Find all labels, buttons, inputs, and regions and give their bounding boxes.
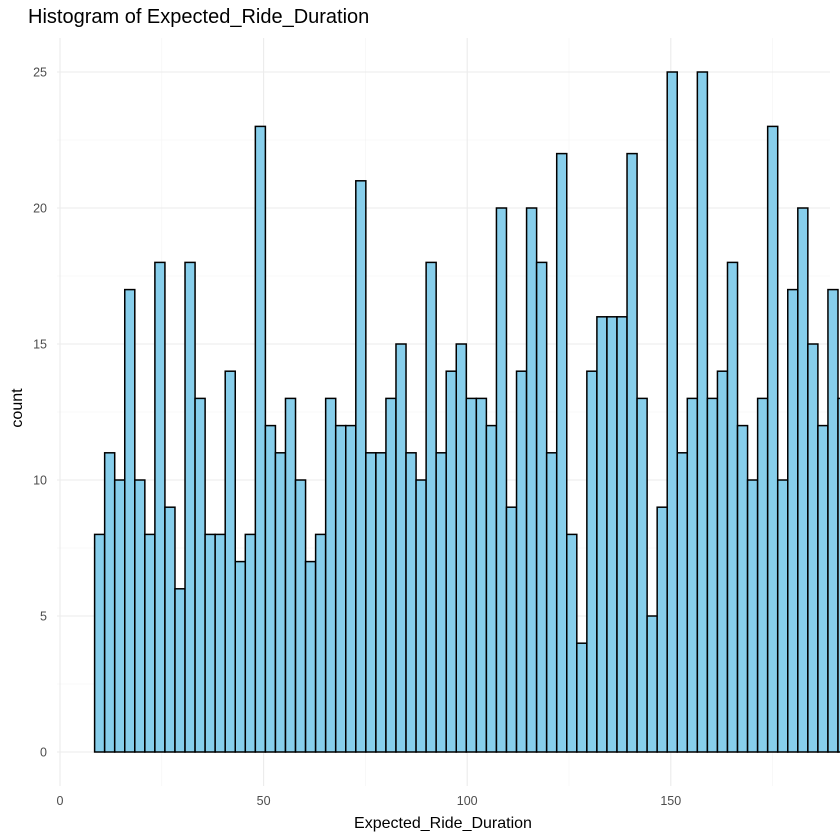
histogram-bar xyxy=(284,397,297,753)
histogram-bar xyxy=(666,71,679,753)
histogram-bar xyxy=(264,424,277,753)
x-tick-label: 0 xyxy=(57,794,64,808)
histogram-bar xyxy=(676,452,689,753)
histogram-bar xyxy=(515,370,528,753)
x-tick-label: 150 xyxy=(660,794,681,808)
histogram-bar xyxy=(294,479,307,753)
histogram-bar xyxy=(345,424,357,753)
x-tick-label: 100 xyxy=(457,794,478,808)
histogram-bar xyxy=(465,397,478,753)
histogram-bar xyxy=(817,424,829,753)
histogram-bar xyxy=(586,370,598,753)
histogram-bar xyxy=(616,316,628,753)
histogram-bar xyxy=(766,125,779,753)
histogram-bar xyxy=(535,261,548,753)
histogram-bar xyxy=(555,152,568,753)
histogram-bar xyxy=(636,397,648,753)
histogram-bar xyxy=(495,207,508,753)
histogram-bar xyxy=(525,207,538,753)
histogram-bar xyxy=(626,152,638,753)
histogram-bar xyxy=(746,479,759,753)
y-tick-label: 25 xyxy=(33,66,47,80)
histogram-bar xyxy=(254,125,267,753)
histogram-bar xyxy=(545,452,558,753)
histogram-bar xyxy=(405,452,417,753)
histogram-bar xyxy=(566,533,578,753)
histogram-bar xyxy=(787,288,799,753)
y-tick-label: 10 xyxy=(33,474,47,488)
histogram-bar xyxy=(324,397,337,753)
histogram-bar xyxy=(304,560,317,753)
histogram-bar xyxy=(375,452,387,753)
histogram-bar xyxy=(385,397,397,753)
histogram-bar xyxy=(194,397,206,753)
histogram-bar xyxy=(415,479,427,753)
histogram-bar xyxy=(797,207,809,753)
histogram-bar xyxy=(807,343,819,753)
histogram-bar xyxy=(214,533,226,753)
histogram-bar xyxy=(103,452,116,753)
y-axis-ticks: 0 5 10 15 20 25 xyxy=(33,66,47,760)
histogram-bar xyxy=(485,424,498,753)
histogram-bar xyxy=(154,261,166,753)
histogram-bar xyxy=(646,615,658,753)
histogram-bar xyxy=(505,506,518,753)
histogram-bar xyxy=(606,316,618,753)
histogram-bar xyxy=(314,533,327,753)
y-tick-label: 15 xyxy=(33,338,47,352)
histogram-bar xyxy=(756,397,769,753)
chart-title: Histogram of Expected_Ride_Duration xyxy=(28,6,369,28)
y-axis-title: count xyxy=(9,388,26,428)
histogram-bar xyxy=(164,506,176,753)
histogram-bar xyxy=(596,316,608,753)
histogram-bar xyxy=(696,71,709,753)
histogram-bar xyxy=(656,506,668,753)
histogram-bar xyxy=(123,288,136,753)
histogram-bar xyxy=(134,479,146,753)
histogram-bar xyxy=(445,370,458,753)
histogram-bar xyxy=(224,370,237,753)
x-axis-ticks: 0 50 100 150 xyxy=(57,794,682,808)
bars xyxy=(93,71,840,753)
histogram-bar xyxy=(726,261,739,753)
histogram-bar xyxy=(576,642,588,753)
y-tick-label: 0 xyxy=(40,746,47,760)
histogram-bar xyxy=(274,452,287,753)
histogram-bar xyxy=(837,397,840,753)
histogram-bar xyxy=(355,180,367,753)
y-tick-label: 5 xyxy=(40,610,47,624)
histogram-bar xyxy=(144,533,156,753)
histogram-bar xyxy=(204,533,216,753)
histogram-bar xyxy=(113,479,126,753)
histogram-bar xyxy=(174,588,186,753)
histogram-bar xyxy=(334,424,347,753)
histogram-bar xyxy=(184,261,196,753)
histogram-bar xyxy=(475,397,488,753)
histogram-bar xyxy=(827,288,839,753)
histogram-bar xyxy=(455,343,468,753)
histogram-bar xyxy=(776,479,789,753)
histogram-bar xyxy=(425,261,437,753)
histogram-bar xyxy=(706,397,719,753)
histogram-bar xyxy=(686,397,699,753)
histogram-bar xyxy=(736,424,749,753)
histogram-bar xyxy=(234,560,247,753)
histogram-bar xyxy=(395,343,407,753)
histogram-bar xyxy=(716,370,729,753)
x-tick-label: 50 xyxy=(257,794,271,808)
histogram-bar xyxy=(435,452,447,753)
histogram-bar xyxy=(365,452,377,753)
histogram-bar xyxy=(93,533,106,753)
histogram-bar xyxy=(244,533,257,753)
x-axis-title: Expected_Ride_Duration xyxy=(354,815,532,832)
y-tick-label: 20 xyxy=(33,202,47,216)
